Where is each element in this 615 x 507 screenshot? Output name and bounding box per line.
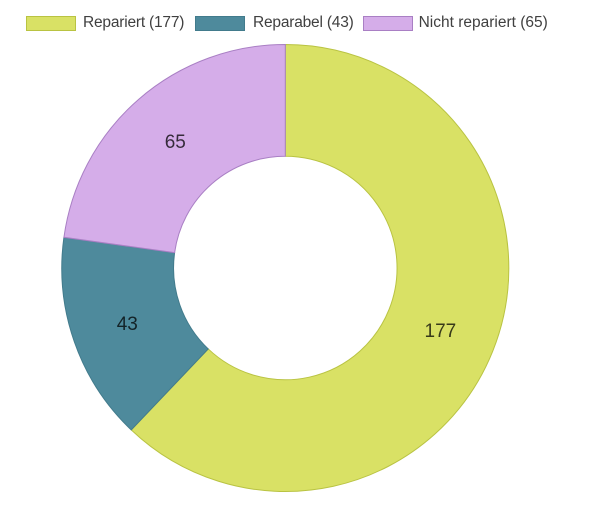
svg-text:43: 43 [117,314,138,335]
svg-text:177: 177 [425,321,457,342]
svg-text:65: 65 [165,132,186,153]
